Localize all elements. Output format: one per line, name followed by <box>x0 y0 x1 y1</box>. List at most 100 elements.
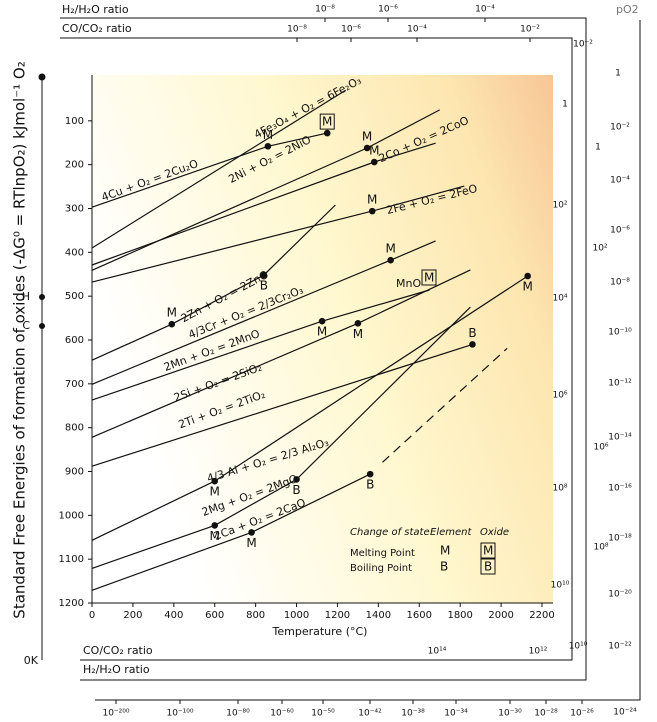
bottom-scale-label: 10⁻³⁸ <box>401 709 425 719</box>
bottom-scale-label: 10⁻³⁰ <box>498 709 522 719</box>
right-co-label: 10⁶ <box>593 443 608 453</box>
po2-label: 1 <box>615 69 621 79</box>
y-tick-label: 900 <box>65 467 84 478</box>
left-label: 0K <box>24 654 39 667</box>
x-tick-label: 1600 <box>407 610 432 621</box>
y-axis-title: Standard Free Energies of formation of o… <box>11 61 29 618</box>
y-tick-label: 400 <box>65 247 84 258</box>
po2-label: 10⁻⁸ <box>610 278 630 288</box>
state-change-point <box>363 144 371 152</box>
x-tick-label: 1800 <box>447 610 472 621</box>
state-change-label: B <box>292 483 300 497</box>
state-change-label: M <box>167 306 177 320</box>
y-tick-label: 1000 <box>59 510 84 521</box>
annotation-marker: M <box>424 271 434 285</box>
y-tick-label: 600 <box>65 335 84 346</box>
state-change-label: M <box>367 193 377 207</box>
y-tick-label: 300 <box>65 204 84 215</box>
bottom-scale-label: 10⁻²⁶ <box>570 709 594 719</box>
legend-box <box>480 542 496 559</box>
po2-label: 10⁻²⁴ <box>613 708 637 718</box>
left-label: C <box>22 319 30 332</box>
state-change-point <box>293 476 300 483</box>
top-h2-label: 10⁻⁴ <box>475 5 495 15</box>
y-tick-label: 1100 <box>59 554 84 565</box>
x-tick-label: 0 <box>89 610 95 621</box>
state-change-point <box>524 272 531 280</box>
oxide-box <box>319 113 335 130</box>
po2-label: 10⁻¹⁶ <box>608 484 632 494</box>
state-change-point <box>323 129 331 137</box>
bottom-scale-label: 10⁻²⁰⁰ <box>102 709 129 719</box>
po2-label: 10⁻¹⁰ <box>608 328 632 338</box>
x-tick-label: 2200 <box>529 610 554 621</box>
top-h2-label: 10⁻⁸ <box>315 5 335 15</box>
po2-label: 10⁻⁴ <box>610 176 630 186</box>
state-change-point <box>370 158 378 166</box>
y-tick-label: 800 <box>65 423 84 434</box>
x-tick-label: 1000 <box>284 610 309 621</box>
state-change-point <box>318 317 326 325</box>
legend: Change of state Element Oxide Melting Po… <box>350 527 509 575</box>
state-change-point <box>260 271 268 279</box>
legend-oxide: B <box>484 560 492 574</box>
state-change-point <box>264 142 272 150</box>
state-change-label: M <box>523 280 533 294</box>
state-change-point <box>469 341 476 348</box>
top-co-title: CO/CO₂ ratio <box>62 22 132 35</box>
state-change-label: B <box>260 279 268 293</box>
right-co-label: 10⁸ <box>593 543 608 553</box>
bottom-scale-label: 10⁻⁴² <box>358 709 382 719</box>
right-h2-label: 1 <box>562 100 568 110</box>
state-change-point <box>387 256 394 264</box>
right-h2-label: 10⁴ <box>552 294 567 304</box>
reaction-line <box>91 89 346 249</box>
po2-label: 10⁻⁶ <box>610 226 630 236</box>
bottom-scale-label: 10⁻¹⁰⁰ <box>166 709 193 719</box>
bottom-co-title: CO/CO₂ ratio <box>83 644 153 657</box>
legend-label: Melting Point <box>350 548 415 559</box>
po2-label: 10⁻² <box>610 123 630 133</box>
top-h2-label: 10⁻⁶ <box>378 5 398 15</box>
state-change-label: M <box>263 128 273 142</box>
right-h2-label: 10¹⁰ <box>551 581 570 591</box>
bottom-scale-label: 10⁻⁵⁰ <box>311 709 335 719</box>
left-label: H <box>22 290 30 303</box>
po2-title: pO2 <box>616 3 639 16</box>
state-change-label: M <box>369 144 379 158</box>
po2-label: 10⁻¹⁸ <box>608 534 632 544</box>
state-change-label: M <box>317 325 327 339</box>
po2-label: 10⁻¹⁴ <box>608 433 632 443</box>
top-co-label: 10⁻² <box>520 25 540 35</box>
right-h2-label: 10⁸ <box>552 484 567 494</box>
x-tick-label: 1400 <box>366 610 391 621</box>
y-tick-label: 700 <box>65 379 84 390</box>
bottom-scale-label: 10⁻⁸⁰ <box>226 709 250 719</box>
top-h2-title: H₂/H₂O ratio <box>62 3 129 16</box>
state-change-label: M <box>322 115 332 129</box>
state-change-point <box>366 470 374 478</box>
legend-head: Oxide <box>480 527 509 538</box>
annotation-box <box>421 269 437 286</box>
bottom-co-label: 10¹⁴ <box>428 647 447 657</box>
state-change-point <box>354 320 362 327</box>
state-change-label: M <box>362 130 372 144</box>
legend-title: Change of state <box>350 527 430 538</box>
state-change-point <box>211 522 219 529</box>
state-change-label: M <box>353 327 363 341</box>
bottom-scale-label: 10⁻³⁴ <box>444 709 468 719</box>
state-change-label: B <box>366 478 374 492</box>
x-axis-title: Temperature (°C) <box>272 625 368 638</box>
state-change-point <box>248 529 255 536</box>
legend-label: Boiling Point <box>350 563 412 574</box>
reaction-line <box>91 343 473 467</box>
bottom-scale-label: 10⁻⁶⁰ <box>270 709 294 719</box>
right-co-label: 1 <box>595 143 601 153</box>
top-co-label: 10⁻⁸ <box>287 25 307 35</box>
legend-head: Element <box>430 527 472 538</box>
frame <box>38 17 641 701</box>
po2-label: 10⁻²⁰ <box>608 590 632 600</box>
legend-box <box>480 558 496 575</box>
